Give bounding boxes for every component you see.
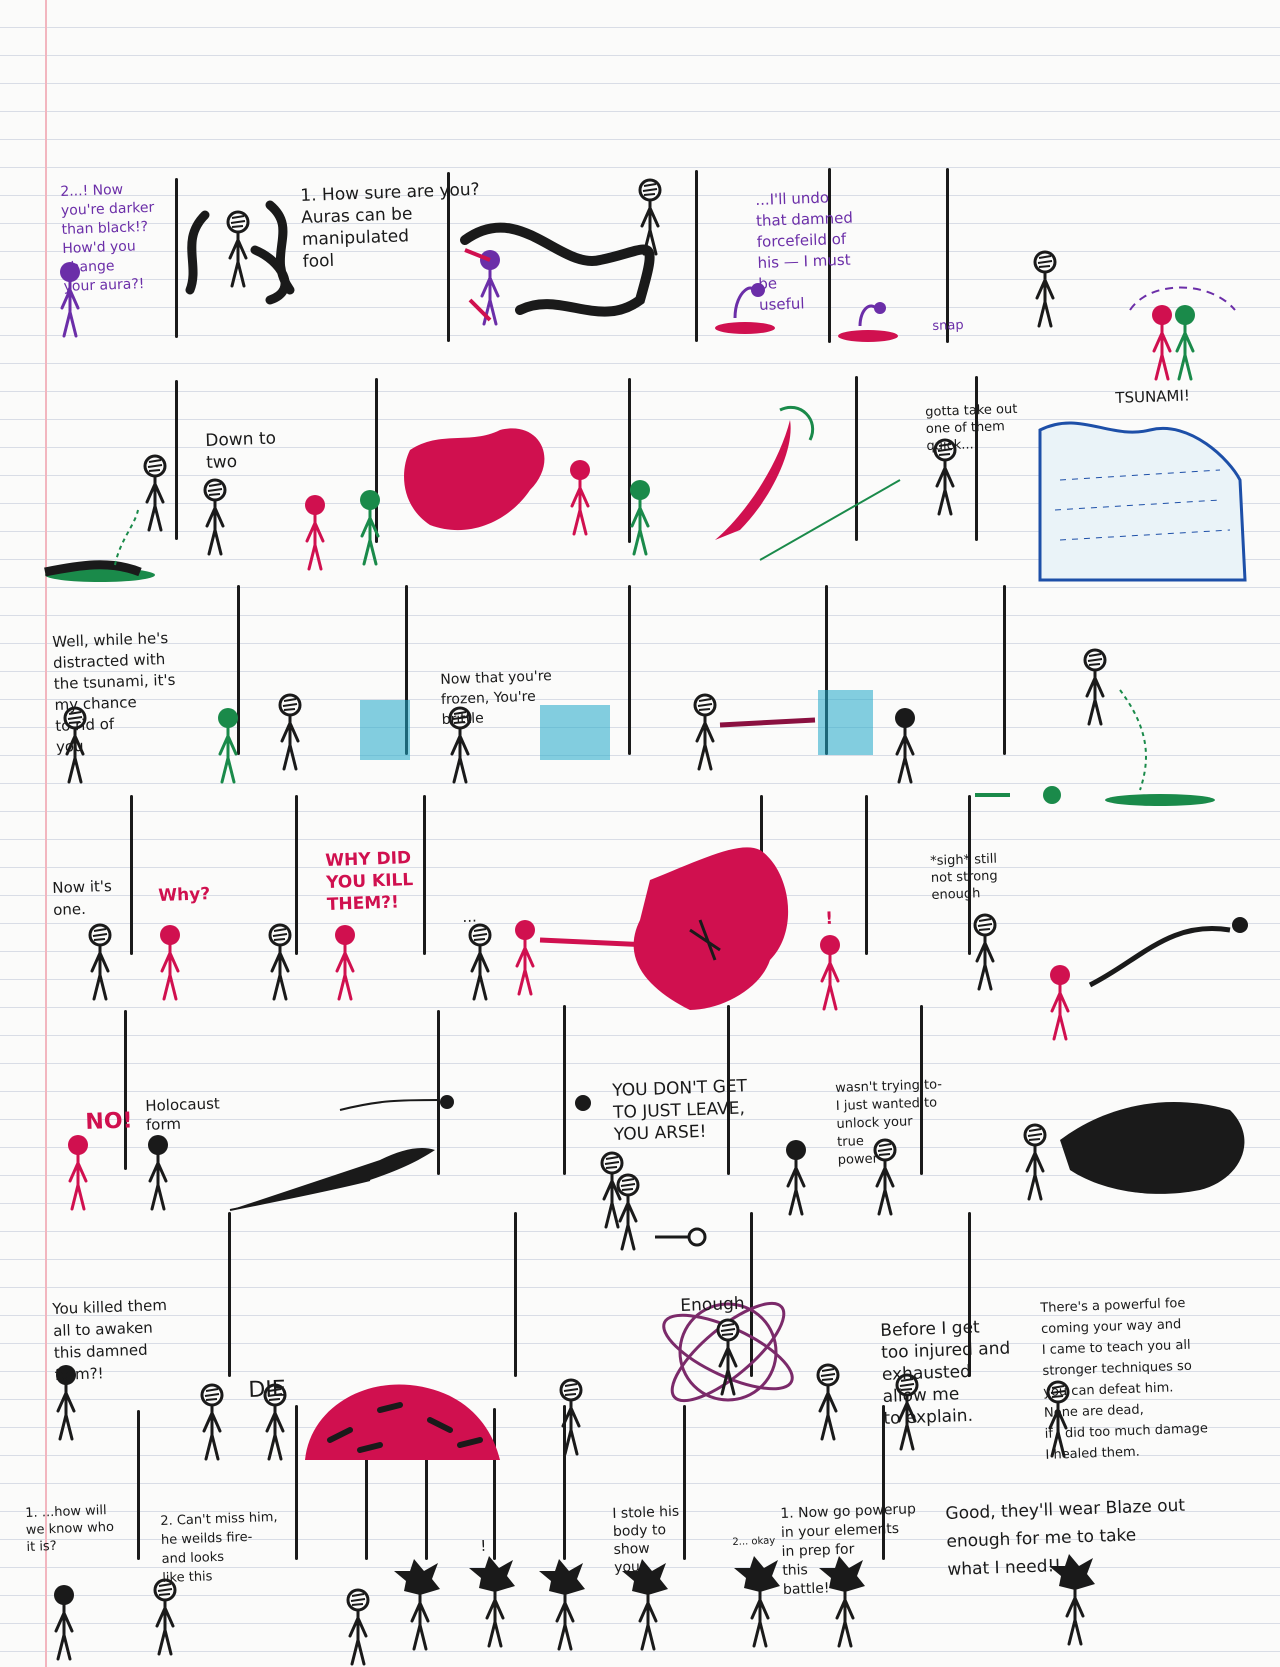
dialogue-row1-panel1: 2...! Now you're darker than black!? How… — [60, 181, 155, 295]
panel-divider — [295, 1405, 298, 1560]
panel-divider — [365, 1408, 368, 1560]
panel-divider — [237, 585, 240, 755]
panel-divider — [423, 795, 426, 955]
panel-divider — [920, 1005, 923, 1175]
dialogue-row2-panel5: gotta take out one of them quick... — [925, 401, 1018, 454]
panel-divider — [425, 1408, 428, 1560]
dialogue-row7-panel6: 2... okay — [732, 1535, 776, 1548]
dialogue-row7-panel1: 1. ...how will we know who it is? — [25, 1503, 115, 1555]
panel-divider — [628, 378, 631, 543]
sfx-snap: snap — [932, 317, 964, 334]
panel-divider — [946, 168, 949, 343]
dialogue-row6-panel3: Enough — [680, 1293, 745, 1316]
dialogue-row6-panel5: There's a powerful foe coming your way a… — [1040, 1295, 1209, 1463]
panel-divider — [175, 178, 178, 338]
panel-divider — [855, 376, 858, 541]
panel-divider — [683, 1405, 686, 1560]
panel-divider — [695, 170, 698, 342]
dialogue-row6-panel2: DIE — [248, 1376, 287, 1403]
dialogue-row2-panel2: Down to two — [205, 428, 277, 473]
dialogue-row4-panel1: Now it's one. — [52, 876, 113, 919]
dialogue-row1-panel4: ...I'll undo that damned forcefeild of h… — [755, 188, 854, 314]
dialogue-row2-panel6: TSUNAMI! — [1115, 386, 1191, 407]
panel-divider — [228, 1212, 231, 1377]
panel-divider — [514, 1212, 517, 1377]
panel-divider — [882, 1405, 885, 1560]
panel-divider — [405, 585, 408, 755]
panel-divider — [437, 1010, 440, 1175]
margin-line — [45, 0, 47, 1667]
dialogue-row4-panel2: Why? — [158, 884, 211, 906]
panel-divider — [563, 1005, 566, 1175]
panel-divider — [175, 380, 178, 540]
panel-divider — [563, 1405, 566, 1560]
dialogue-row1-panel2: 1. How sure are you? Auras can be manipu… — [300, 179, 481, 272]
dialogue-row7-panel2: 2. Can't miss him, he weilds fire- and l… — [160, 1509, 278, 1586]
panel-divider — [447, 172, 450, 342]
panel-divider — [1003, 585, 1006, 755]
dialogue-row4-panel5: ! — [825, 908, 834, 929]
panel-divider — [493, 1408, 496, 1560]
panel-divider — [975, 376, 978, 541]
panel-divider — [137, 1410, 140, 1560]
dialogue-row6-panel1: You killed them all to awaken this damne… — [52, 1296, 168, 1384]
dialogue-row6-panel4: Before I get too injured and exhausted a… — [880, 1317, 1011, 1429]
dialogue-row4-panel3: WHY DID YOU KILL THEM?! — [325, 848, 414, 915]
dialogue-row5-panel5: wasn't trying to- I just wanted to unloc… — [835, 1077, 943, 1168]
dialogue-row3-panel1: Well, while he's distracted with the tsu… — [52, 628, 176, 756]
dialogue-row5-panel4: YOU DON'T GET TO JUST LEAVE, YOU ARSE! — [612, 1076, 748, 1145]
panel-divider — [865, 795, 868, 955]
panel-divider — [727, 1005, 730, 1175]
dialogue-row7-panel7: 1. Now go powerup in your elements in pr… — [780, 1501, 917, 1598]
dialogue-row3-panel3: Now that you're frozen, You're brittle — [440, 668, 553, 728]
panel-divider — [750, 1212, 753, 1377]
dialogue-row5-panel1: NO! — [85, 1108, 134, 1135]
panel-divider — [375, 378, 378, 543]
dialogue-row4-panel6: *sigh* still not strong enough — [930, 851, 998, 903]
dialogue-row7-panel8: Good, they'll wear Blaze out enough for … — [945, 1495, 1186, 1580]
panel-divider — [968, 795, 971, 955]
panel-divider — [628, 585, 631, 755]
panel-divider — [825, 585, 828, 755]
panel-divider — [130, 795, 133, 955]
panel-divider — [295, 795, 298, 955]
dialogue-row5-panel2: Holocaust form — [145, 1094, 221, 1134]
panel-divider — [124, 1010, 127, 1170]
dialogue-row7-panel4: ! — [480, 1536, 487, 1555]
dialogue-row4-panel4: ... — [462, 907, 478, 926]
panel-divider — [828, 168, 831, 343]
dialogue-row7-panel5: I stole his body to show you — [612, 1503, 680, 1576]
panel-divider — [968, 1212, 971, 1377]
